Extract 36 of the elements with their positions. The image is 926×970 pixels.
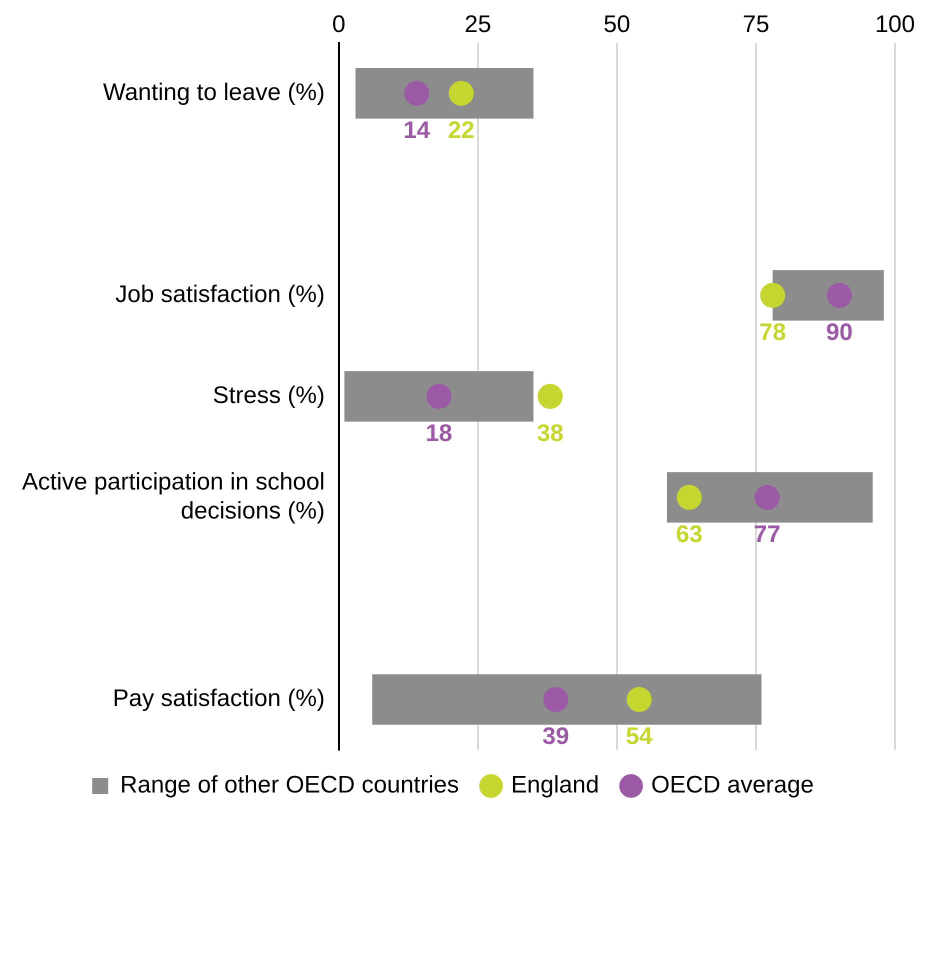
point <box>826 282 852 308</box>
data-label: 22 <box>448 116 475 144</box>
x-tick-label: 50 <box>604 11 630 38</box>
y-tick-label: Job satisfaction (%) <box>115 280 325 308</box>
point <box>426 384 452 409</box>
data-label: 77 <box>754 521 780 548</box>
point <box>543 686 568 712</box>
point <box>404 80 430 106</box>
data-label: 63 <box>676 521 703 548</box>
data-label: 54 <box>626 723 654 750</box>
x-tick-label: 0 <box>332 11 346 38</box>
point <box>448 80 474 106</box>
y-tick-label: Active participation in school decisions (%) <box>22 468 325 524</box>
data-label: 38 <box>536 420 564 448</box>
point <box>676 484 702 510</box>
y-tick-label: Stress (%) <box>212 382 325 410</box>
data-label: 14 <box>403 116 431 144</box>
data-label: 18 <box>426 420 452 448</box>
x-tick-label: 100 <box>874 11 915 38</box>
legend-label: Range of other OECD countries <box>120 772 460 799</box>
bar <box>372 674 762 725</box>
data-label: 78 <box>759 318 786 346</box>
x-tick-label: 75 <box>742 11 770 38</box>
y-tick-label: Pay satisfaction (%) <box>112 685 325 712</box>
legend-label: England <box>511 772 600 799</box>
data-label: 90 <box>826 318 853 346</box>
y-tick-label: Wanting to leave (%) <box>102 78 325 106</box>
bar <box>666 472 873 523</box>
point <box>538 384 563 409</box>
x-tick-label: 25 <box>464 11 492 38</box>
point <box>754 484 780 510</box>
point <box>626 686 652 712</box>
data-label: 39 <box>542 723 570 750</box>
legend-label: OECD average <box>651 772 814 799</box>
bar <box>344 371 534 422</box>
point <box>760 282 786 308</box>
